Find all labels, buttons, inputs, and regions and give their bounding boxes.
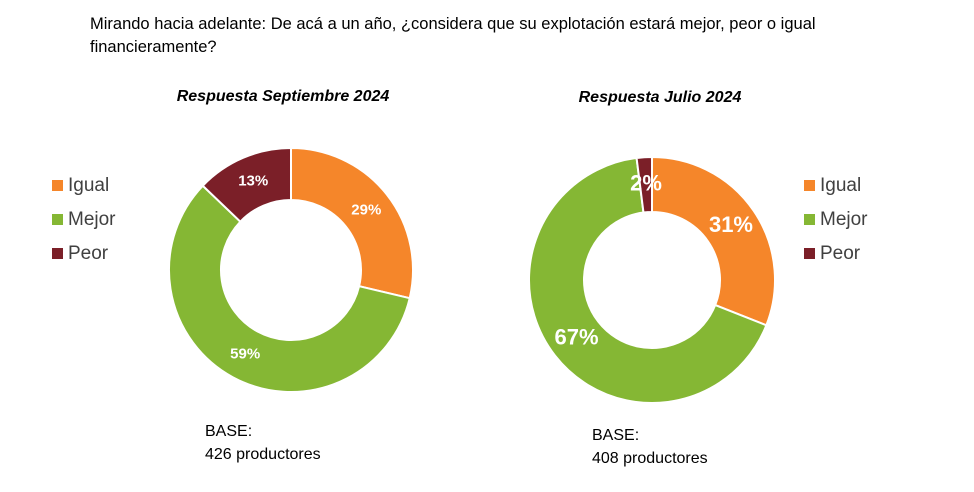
chart-title: Respuesta Septiembre 2024 (177, 88, 390, 105)
donut-slice (651, 155, 776, 327)
data-label: 59% (230, 345, 260, 362)
base-note: BASE: (205, 423, 252, 440)
legend-label: Mejor (68, 209, 116, 230)
data-label: 31% (709, 212, 753, 237)
legend-label: Igual (820, 175, 861, 196)
legend-swatch (52, 248, 63, 259)
legend-label: Igual (68, 175, 109, 196)
legend-swatch (804, 248, 815, 259)
base-note: BASE: (592, 427, 639, 444)
donut-slice (168, 184, 411, 393)
donut-slice (635, 155, 653, 214)
base-note: 426 productores (205, 446, 321, 463)
data-label: 67% (555, 324, 599, 349)
base-note: 408 productores (592, 450, 708, 467)
legend-swatch (52, 180, 63, 191)
chart-title: Respuesta Julio 2024 (579, 89, 742, 106)
legend-label: Mejor (820, 209, 868, 230)
legend-swatch (804, 180, 815, 191)
donut-slice (528, 156, 768, 404)
data-label: 13% (238, 173, 268, 190)
legend-swatch (52, 214, 63, 225)
data-label: 29% (351, 201, 381, 218)
donut-slice (201, 146, 292, 224)
legend-label: Peor (820, 243, 861, 264)
question: Mirando hacia adelante: De acá a un año,… (90, 15, 816, 56)
donut-slice (290, 146, 414, 300)
data-label: 2% (630, 171, 662, 196)
legend-label: Peor (68, 243, 109, 264)
legend-swatch (804, 214, 815, 225)
